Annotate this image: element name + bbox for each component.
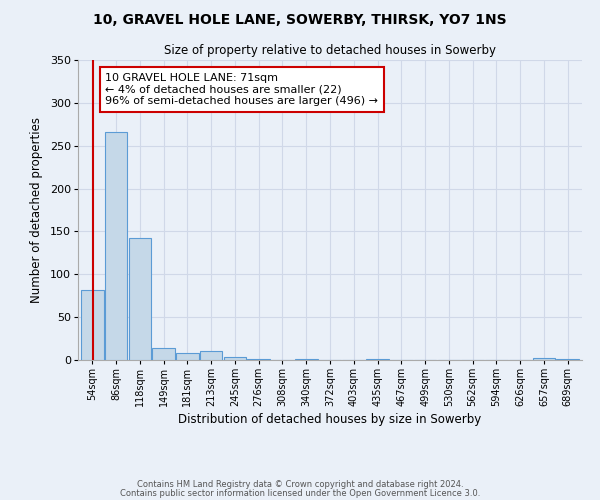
Text: Contains public sector information licensed under the Open Government Licence 3.: Contains public sector information licen… [120, 488, 480, 498]
Bar [176, 353, 199, 360]
Bar [128, 238, 151, 360]
Text: Contains HM Land Registry data © Crown copyright and database right 2024.: Contains HM Land Registry data © Crown c… [137, 480, 463, 489]
Text: 10, GRAVEL HOLE LANE, SOWERBY, THIRSK, YO7 1NS: 10, GRAVEL HOLE LANE, SOWERBY, THIRSK, Y… [93, 12, 507, 26]
Title: Size of property relative to detached houses in Sowerby: Size of property relative to detached ho… [164, 44, 496, 58]
Bar [533, 358, 555, 360]
Bar [247, 359, 270, 360]
Bar [366, 359, 389, 360]
Bar [295, 359, 317, 360]
Bar [152, 348, 175, 360]
Bar [200, 352, 223, 360]
Y-axis label: Number of detached properties: Number of detached properties [30, 117, 43, 303]
Bar [556, 359, 579, 360]
X-axis label: Distribution of detached houses by size in Sowerby: Distribution of detached houses by size … [178, 414, 482, 426]
Bar [105, 132, 127, 360]
Text: 10 GRAVEL HOLE LANE: 71sqm
← 4% of detached houses are smaller (22)
96% of semi-: 10 GRAVEL HOLE LANE: 71sqm ← 4% of detac… [106, 73, 379, 106]
Bar [81, 290, 104, 360]
Bar [224, 356, 246, 360]
